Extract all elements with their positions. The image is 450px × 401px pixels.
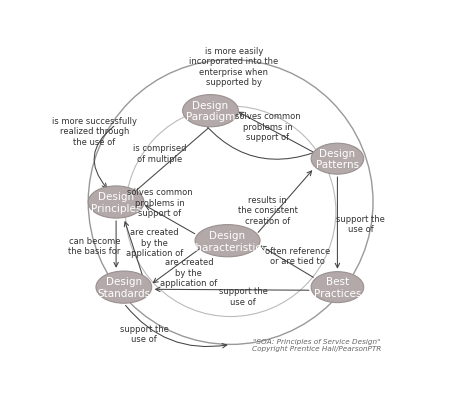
Text: support the
use of: support the use of: [219, 287, 267, 306]
Ellipse shape: [96, 271, 152, 304]
Text: solves common
problems in
support of: solves common problems in support of: [235, 112, 301, 142]
Text: is comprised
of multiple: is comprised of multiple: [133, 144, 186, 163]
Ellipse shape: [311, 272, 364, 303]
Ellipse shape: [88, 186, 144, 219]
Text: results in
the consistent
creation of: results in the consistent creation of: [238, 195, 298, 225]
Text: Design
Characteristics: Design Characteristics: [188, 230, 267, 252]
Text: Design
Standards: Design Standards: [97, 277, 150, 298]
Text: solves common
problems in
support of: solves common problems in support of: [126, 188, 192, 217]
Text: is more successfully
realized through
the use of: is more successfully realized through th…: [52, 117, 137, 146]
Text: Best
Practices: Best Practices: [314, 277, 361, 298]
Text: Design
Patterns: Design Patterns: [316, 148, 359, 170]
Text: is more easily
incorporated into the
enterprise when
supported by: is more easily incorporated into the ent…: [189, 47, 279, 87]
Text: Design
Paradigm: Design Paradigm: [186, 101, 235, 122]
Text: are created
by the
application of: are created by the application of: [160, 258, 217, 288]
Ellipse shape: [311, 144, 364, 175]
Text: "SOA: Principles of Service Design"
Copyright Prentice Hall/PearsonPTR: "SOA: Principles of Service Design" Copy…: [252, 338, 381, 351]
Text: can become
the basis for: can become the basis for: [68, 236, 121, 255]
Text: support the
use of: support the use of: [336, 215, 385, 234]
Ellipse shape: [195, 225, 260, 257]
Text: are created
by the
application of: are created by the application of: [126, 228, 184, 257]
Text: Design
Principles: Design Principles: [91, 192, 141, 213]
Text: often reference
or are tied to: often reference or are tied to: [265, 246, 330, 265]
Text: support the
use of: support the use of: [120, 324, 168, 343]
Ellipse shape: [183, 95, 238, 128]
